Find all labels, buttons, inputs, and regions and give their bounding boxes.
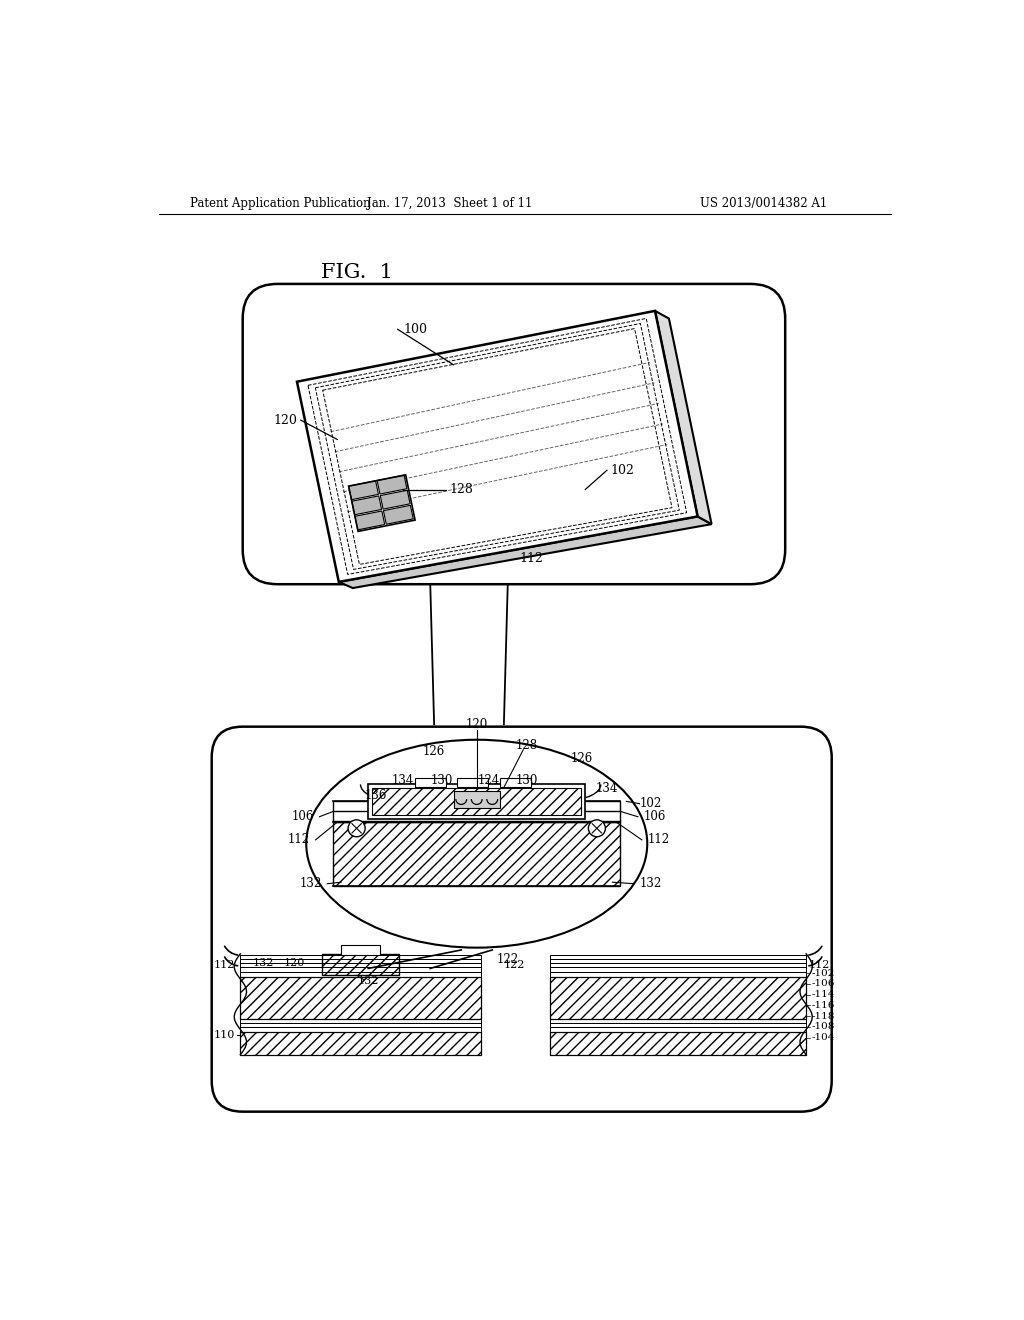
Text: -102: -102	[812, 969, 835, 978]
Text: 124: 124	[477, 774, 500, 787]
Bar	[415, 779, 445, 788]
Polygon shape	[383, 506, 414, 524]
Bar	[241, 1027, 480, 1032]
Text: 132: 132	[253, 958, 274, 968]
Text: Jan. 17, 2013  Sheet 1 of 11: Jan. 17, 2013 Sheet 1 of 11	[367, 197, 532, 210]
Bar	[550, 960, 806, 964]
Text: -116: -116	[812, 1001, 835, 1010]
Bar	[550, 1019, 806, 1023]
Text: 126: 126	[570, 752, 593, 766]
Bar	[334, 801, 621, 822]
FancyBboxPatch shape	[212, 726, 831, 1111]
Text: 136: 136	[365, 789, 387, 803]
Bar	[550, 1027, 806, 1032]
Text: -108: -108	[812, 1023, 835, 1031]
Bar	[334, 822, 621, 886]
Text: 122: 122	[503, 961, 524, 970]
Bar	[341, 945, 380, 956]
Bar	[241, 966, 480, 972]
Bar	[241, 1023, 480, 1027]
Text: 132: 132	[640, 878, 662, 890]
Text: 112: 112	[214, 961, 234, 970]
Text: -118: -118	[812, 1011, 835, 1020]
Text: 120: 120	[466, 718, 487, 731]
Bar	[241, 977, 480, 1019]
Bar	[550, 956, 806, 960]
Bar	[322, 954, 399, 975]
Text: 130: 130	[431, 774, 453, 787]
Polygon shape	[355, 511, 385, 529]
Text: 106: 106	[643, 810, 666, 824]
Polygon shape	[380, 490, 410, 510]
Text: 106: 106	[292, 810, 314, 824]
Bar	[369, 784, 586, 818]
Bar	[550, 977, 806, 1019]
Text: FIG.  1: FIG. 1	[321, 263, 392, 282]
Text: -114: -114	[812, 990, 835, 999]
Bar	[241, 960, 480, 964]
Bar	[241, 964, 480, 966]
Text: 122: 122	[497, 953, 519, 966]
Text: -106: -106	[812, 979, 835, 989]
Text: 128: 128	[516, 739, 539, 751]
Polygon shape	[297, 312, 697, 582]
Bar	[550, 972, 806, 977]
Text: 112: 112	[519, 552, 543, 565]
Text: 110: 110	[214, 1030, 234, 1040]
Text: 112: 112	[288, 833, 310, 846]
Polygon shape	[348, 480, 379, 500]
Polygon shape	[352, 496, 382, 515]
Text: 134: 134	[392, 774, 415, 787]
Polygon shape	[339, 516, 712, 589]
Polygon shape	[377, 475, 407, 494]
Ellipse shape	[589, 820, 605, 837]
Polygon shape	[655, 312, 712, 524]
Bar	[550, 964, 806, 966]
Text: 112: 112	[647, 833, 670, 846]
Bar	[241, 956, 480, 960]
Text: 130: 130	[516, 774, 539, 787]
Bar	[550, 966, 806, 972]
Text: -104: -104	[812, 1034, 835, 1043]
Bar	[500, 779, 531, 788]
Bar	[454, 791, 500, 808]
Bar	[241, 972, 480, 977]
Text: 102: 102	[610, 463, 634, 477]
Ellipse shape	[348, 820, 366, 837]
Ellipse shape	[306, 739, 647, 948]
Text: Patent Application Publication: Patent Application Publication	[190, 197, 371, 210]
Text: 126: 126	[423, 744, 445, 758]
Text: 120: 120	[273, 413, 297, 426]
Bar	[458, 779, 488, 788]
Text: 132: 132	[299, 878, 322, 890]
Text: US 2013/0014382 A1: US 2013/0014382 A1	[699, 197, 827, 210]
Text: 134: 134	[596, 781, 618, 795]
Bar	[550, 1032, 806, 1055]
FancyBboxPatch shape	[243, 284, 785, 585]
Text: 100: 100	[403, 323, 427, 335]
Bar	[241, 1019, 480, 1023]
Text: 132: 132	[357, 975, 379, 986]
Bar	[550, 1023, 806, 1027]
Bar	[372, 788, 582, 816]
Text: 128: 128	[450, 483, 473, 496]
Text: 112: 112	[809, 961, 829, 970]
Text: 102: 102	[640, 797, 662, 810]
Text: 120: 120	[284, 958, 305, 968]
Bar	[241, 1032, 480, 1055]
